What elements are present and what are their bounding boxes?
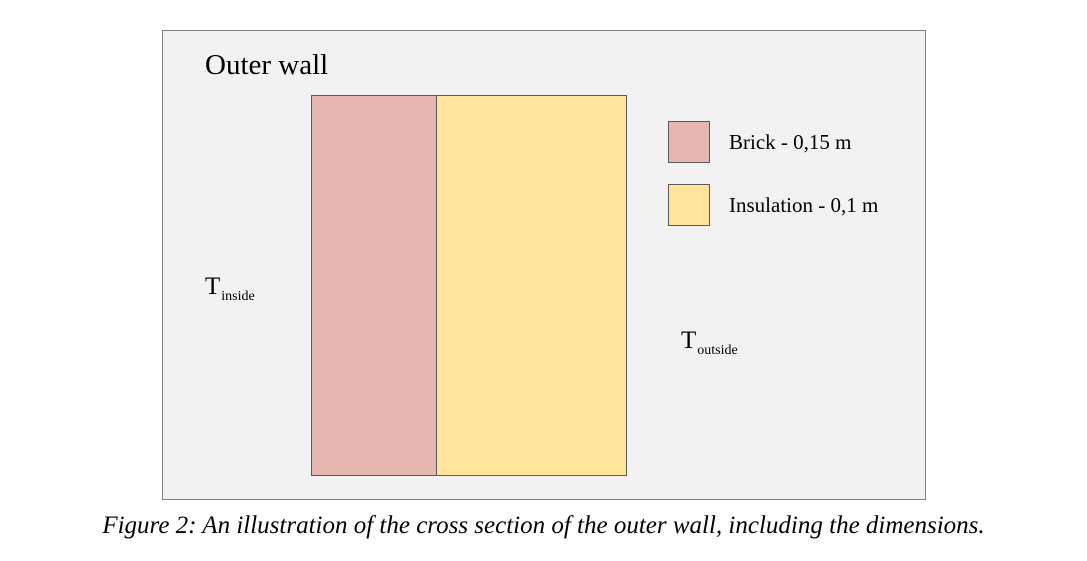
legend-label-brick: Brick - 0,15 m (729, 130, 852, 154)
inside-temp-symbol: T (205, 273, 221, 300)
legend-label-insulation: Insulation - 0,1 m (729, 193, 879, 217)
inside-temp-subscript: inside (221, 289, 255, 304)
outside-temp-symbol: T (681, 327, 697, 354)
inside-temperature-label: Tinside (205, 273, 255, 304)
outside-temperature-label: Toutside (681, 327, 738, 358)
legend-swatch-insulation (668, 184, 710, 226)
outside-temp-subscript: outside (697, 343, 738, 358)
diagram-title: Outer wall (205, 49, 329, 81)
figure-caption: Figure 2: An illustration of the cross s… (102, 512, 985, 539)
insulation-layer (436, 95, 627, 476)
legend-swatch-brick (668, 121, 710, 163)
wall-diagram: Outer wall Brick - 0,15 m Insulation - 0… (162, 30, 926, 500)
brick-layer (311, 95, 437, 476)
